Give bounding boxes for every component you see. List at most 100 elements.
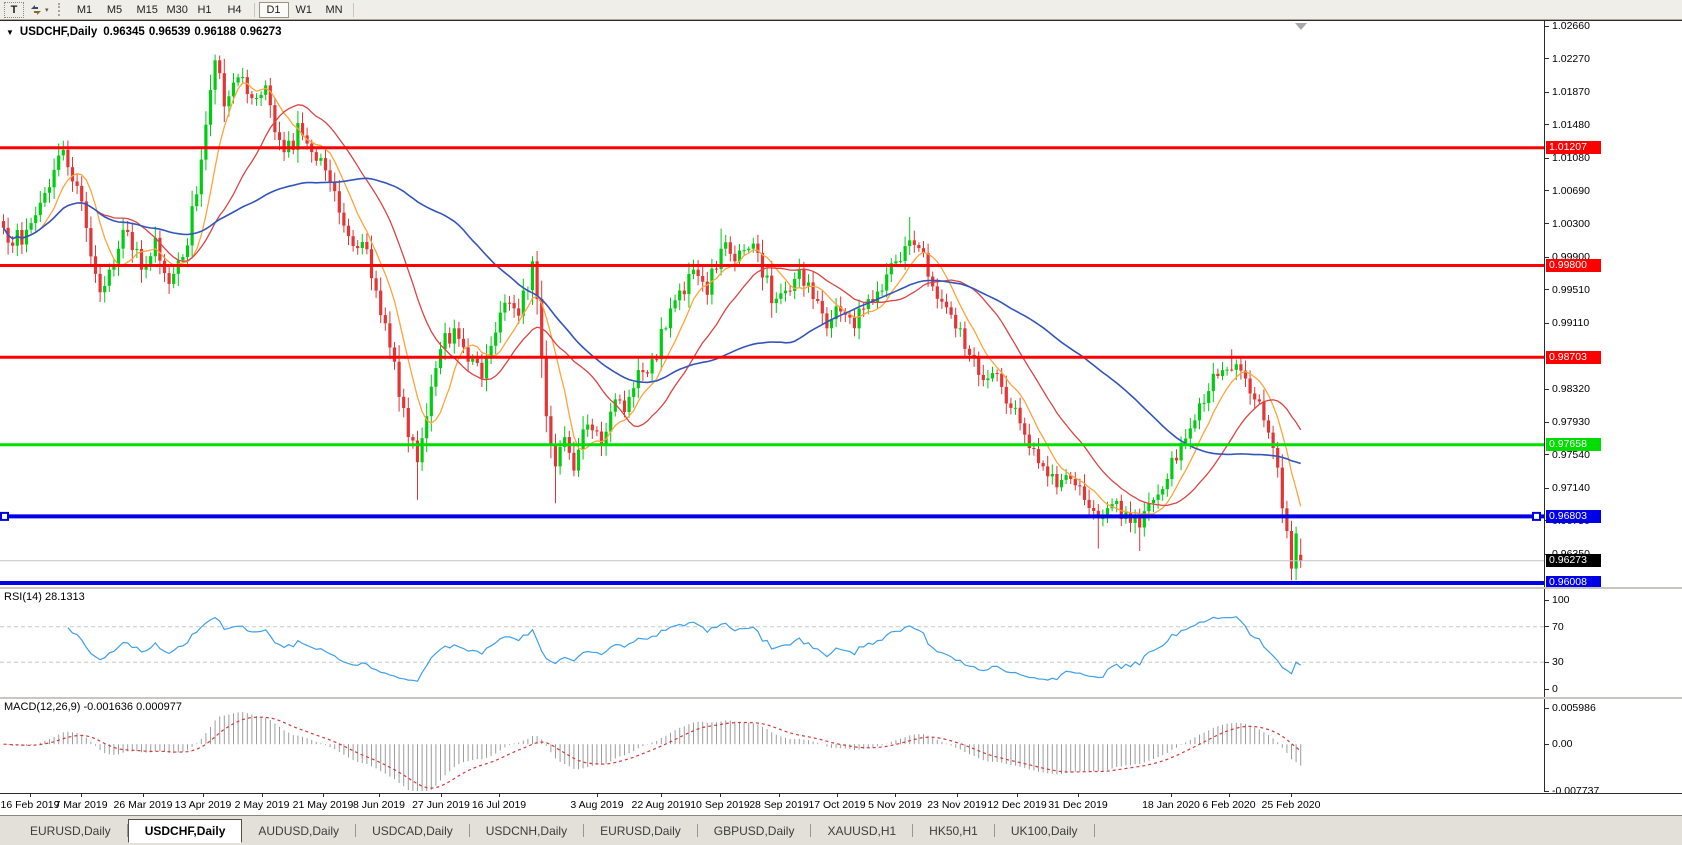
dropdown-caret-icon: ▾: [45, 6, 49, 14]
tab-separator: [810, 824, 812, 837]
arrows-icon: [31, 4, 41, 15]
rsi-chart[interactable]: [0, 589, 1544, 697]
date-label: 27 Jun 2019: [412, 799, 470, 811]
price-line-label[interactable]: 0.99800: [1546, 258, 1601, 272]
price-tick-label: 1.01480: [1552, 118, 1590, 131]
chart-tab-hk50-h1[interactable]: HK50,H1: [929, 823, 978, 838]
chart-window: ▼ USDCHF,Daily 0.96345 0.96539 0.96188 0…: [0, 20, 1682, 816]
date-label: 10 Sep 2019: [690, 799, 750, 811]
timeframe-button-h4[interactable]: H4: [220, 2, 250, 18]
rsi-tick: [1545, 661, 1549, 663]
date-tick: [957, 794, 958, 797]
chart-tab-eurusd-daily[interactable]: EURUSD,Daily: [600, 823, 681, 838]
price-tick: [1545, 124, 1549, 126]
macd-tick: [1545, 707, 1549, 709]
ma-21-line: [2, 104, 1302, 507]
date-tick: [203, 794, 204, 797]
tab-separator: [993, 824, 995, 837]
price-chart[interactable]: [0, 21, 1544, 587]
chart-tab-eurusd-daily[interactable]: EURUSD,Daily: [30, 823, 111, 838]
text-tool-button[interactable]: T: [4, 1, 24, 18]
date-tick: [30, 794, 31, 797]
tab-separator: [1093, 824, 1095, 837]
price-tick-label: 1.02270: [1552, 52, 1590, 65]
macd-axis: 0.005986 0.00 -0.007737: [1544, 699, 1682, 797]
date-tick: [441, 794, 442, 797]
price-axis[interactable]: 1.02660 1.02270 1.01870 1.01480 1.01080 1.006…: [1544, 20, 1682, 590]
price-tick-label: 0.98320: [1552, 383, 1590, 396]
chart-tab-usdchf-daily[interactable]: USDCHF,Daily: [127, 818, 243, 843]
chart-tab-uk100-daily[interactable]: UK100,Daily: [1010, 823, 1078, 838]
current-price-label: 0.96273: [1546, 554, 1601, 568]
price-tick: [1545, 58, 1549, 60]
macd-chart[interactable]: [0, 699, 1544, 792]
date-tick: [661, 794, 662, 797]
price-tick-label: 1.00300: [1552, 217, 1590, 230]
date-axis[interactable]: 16 Feb 2019 7 Mar 2019 26 Mar 2019 13 Apr 2…: [0, 793, 1682, 816]
chart-tab-usdcnh-daily[interactable]: USDCNH,Daily: [485, 823, 568, 838]
timeframe-button-m1[interactable]: M1: [70, 2, 100, 18]
chart-tab-gbpusd-daily[interactable]: GBPUSD,Daily: [713, 823, 795, 838]
date-tick: [895, 794, 896, 797]
price-line-label[interactable]: 0.96803: [1546, 509, 1601, 523]
price-tick: [1545, 157, 1549, 159]
arrows-tool-button[interactable]: ▾: [26, 2, 52, 18]
date-tick: [1017, 794, 1018, 797]
toolbar-grip[interactable]: [57, 3, 64, 16]
price-tick: [1545, 454, 1549, 456]
price-line-label[interactable]: 0.98703: [1546, 350, 1601, 364]
ohlc-open: 0.96345: [103, 26, 145, 38]
macd-panel: MACD(12,26,9) -0.001636 0.000977 0.00598…: [0, 699, 1682, 797]
price-line-label[interactable]: 0.96008: [1546, 576, 1601, 590]
timeframe-button-w1[interactable]: W1: [289, 2, 319, 18]
macd-histogram: [7, 712, 1302, 791]
main-chart-panel: ▼ USDCHF,Daily 0.96345 0.96539 0.96188 0…: [0, 20, 1682, 590]
timeframe-button-mn[interactable]: MN: [319, 2, 349, 18]
chart-shift-marker-icon[interactable]: [1295, 23, 1307, 30]
price-tick: [1545, 190, 1549, 192]
chart-tab-audusd-daily[interactable]: AUDUSD,Daily: [258, 823, 340, 838]
toolbar-separator: [253, 2, 255, 17]
price-tick-label: 1.00690: [1552, 184, 1590, 197]
price-tick: [1545, 289, 1549, 291]
hline-handle-icon[interactable]: [1532, 511, 1541, 521]
ohlc-close: 0.96273: [239, 26, 282, 38]
date-tick: [837, 794, 838, 797]
chart-tab-usdcad-daily[interactable]: USDCAD,Daily: [372, 823, 453, 838]
price-tick: [1545, 256, 1549, 258]
date-tick: [1078, 794, 1079, 797]
date-label: 22 Aug 2019: [631, 799, 691, 811]
timeframe-button-m5[interactable]: M5: [100, 2, 130, 18]
price-tick-label: 0.97540: [1552, 448, 1590, 461]
price-tick-label: 0.99110: [1552, 317, 1590, 330]
date-label: 16 Jul 2019: [471, 799, 527, 811]
price-tick: [1545, 487, 1549, 489]
price-tick: [1545, 322, 1549, 324]
rsi-tick-label: 100: [1552, 594, 1570, 606]
price-line-label[interactable]: 0.97658: [1546, 438, 1601, 452]
timeframe-button-m15[interactable]: M15: [130, 2, 160, 18]
timeframe-button-h1[interactable]: H1: [190, 2, 220, 18]
symbol-dropdown-icon[interactable]: ▼: [6, 27, 14, 37]
chart-tab-xauusd-h1[interactable]: XAUUSD,H1: [827, 823, 897, 838]
hline-handle-icon[interactable]: [0, 511, 9, 521]
price-tick-label: 0.97140: [1552, 482, 1590, 495]
tab-separator: [468, 824, 470, 837]
timeframe-button-m30[interactable]: M30: [160, 2, 190, 18]
date-label: 16 Feb 2019: [0, 799, 60, 811]
ohlc-high: 0.96539: [148, 26, 191, 38]
date-label: 12 Dec 2019: [987, 799, 1047, 811]
ma-8-line: [2, 82, 1302, 515]
rsi-line: [67, 616, 1302, 682]
date-tick: [499, 794, 500, 797]
tab-separator: [126, 824, 128, 837]
timeframe-button-d1[interactable]: D1: [258, 1, 289, 18]
price-tick: [1545, 223, 1549, 225]
horizontal-lines: [0, 146, 1544, 585]
date-tick: [779, 794, 780, 797]
date-label: 8 Jun 2019: [353, 799, 405, 811]
rsi-tick: [1545, 599, 1549, 601]
price-line-label[interactable]: 1.01207: [1546, 141, 1601, 155]
date-tick: [1171, 794, 1172, 797]
